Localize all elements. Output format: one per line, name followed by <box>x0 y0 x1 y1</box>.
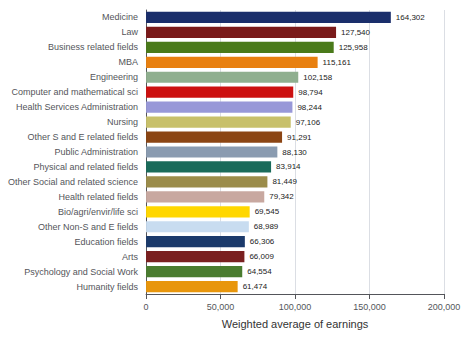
svg-text:Other Social and related scien: Other Social and related science <box>8 177 138 187</box>
svg-text:Humanity fields: Humanity fields <box>77 282 139 292</box>
svg-text:200,000: 200,000 <box>428 302 461 312</box>
svg-text:Business related fields: Business related fields <box>48 42 139 52</box>
svg-text:50,000: 50,000 <box>207 302 235 312</box>
svg-text:Law: Law <box>122 27 139 37</box>
svg-text:83,914: 83,914 <box>276 162 301 171</box>
svg-text:98,794: 98,794 <box>298 88 323 97</box>
svg-text:Nursing: Nursing <box>107 117 138 127</box>
svg-text:Public Administration: Public Administration <box>55 147 139 157</box>
svg-text:Medicine: Medicine <box>102 12 138 22</box>
svg-text:Weighted average of earnings: Weighted average of earnings <box>222 318 369 330</box>
svg-text:79,342: 79,342 <box>269 192 294 201</box>
svg-text:98,244: 98,244 <box>297 103 322 112</box>
svg-text:Engineering: Engineering <box>90 72 138 82</box>
svg-text:Education fields: Education fields <box>75 237 139 247</box>
svg-text:81,449: 81,449 <box>272 177 297 186</box>
svg-text:Bio/agri/envir/life sci: Bio/agri/envir/life sci <box>58 207 138 217</box>
svg-text:127,540: 127,540 <box>341 28 370 37</box>
svg-text:Other Non-S and E fields: Other Non-S and E fields <box>38 222 139 232</box>
svg-text:61,474: 61,474 <box>243 282 268 291</box>
svg-text:97,106: 97,106 <box>296 118 321 127</box>
svg-text:91,291: 91,291 <box>287 133 312 142</box>
svg-text:125,958: 125,958 <box>339 43 368 52</box>
svg-text:100,000: 100,000 <box>279 302 312 312</box>
svg-text:66,009: 66,009 <box>249 252 274 261</box>
svg-text:Physical and related fields: Physical and related fields <box>34 162 139 172</box>
svg-text:164,302: 164,302 <box>396 13 425 22</box>
svg-text:MBA: MBA <box>119 57 139 67</box>
svg-text:69,545: 69,545 <box>255 207 280 216</box>
svg-text:88,130: 88,130 <box>282 148 307 157</box>
svg-text:Other S and E related fields: Other S and E related fields <box>28 132 139 142</box>
svg-text:Health Services Administration: Health Services Administration <box>16 102 138 112</box>
svg-text:68,989: 68,989 <box>254 222 279 231</box>
svg-text:Psychology and Social Work: Psychology and Social Work <box>24 267 138 277</box>
svg-text:Computer and mathematical sci: Computer and mathematical sci <box>12 87 139 97</box>
svg-text:102,158: 102,158 <box>303 73 332 82</box>
svg-text:0: 0 <box>144 302 149 312</box>
svg-text:64,554: 64,554 <box>247 267 272 276</box>
svg-text:66,306: 66,306 <box>250 237 275 246</box>
svg-text:Arts: Arts <box>122 252 139 262</box>
svg-text:Health related fields: Health related fields <box>59 192 139 202</box>
svg-text:150,000: 150,000 <box>353 302 386 312</box>
svg-text:115,161: 115,161 <box>323 58 352 67</box>
